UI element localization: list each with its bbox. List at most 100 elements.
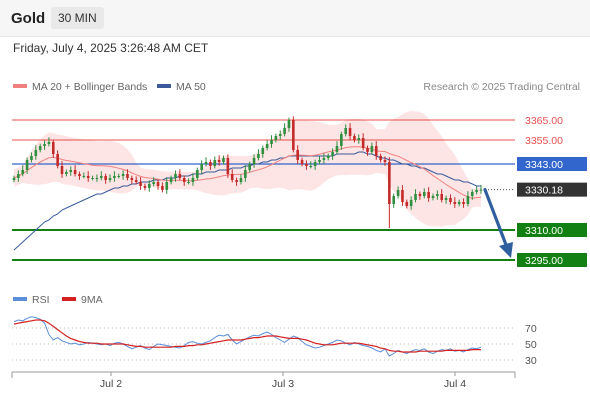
ma50-line [13, 151, 481, 251]
candle-body [265, 144, 269, 148]
header-bar: Gold 30 MIN [0, 0, 590, 37]
candle-body [117, 176, 121, 177]
forecast-arrow [483, 188, 510, 252]
candle-body [86, 176, 90, 178]
chart-credit: Research © 2025 Trading Central [423, 81, 580, 93]
candle-body [108, 178, 112, 180]
candle-body [274, 136, 278, 140]
candle-body [427, 192, 430, 198]
candle-body [73, 170, 77, 174]
candle-body [60, 166, 64, 174]
candle-body [401, 190, 404, 202]
candle-body [248, 164, 251, 170]
level-label: 3355.00 [525, 135, 563, 147]
candle-body [449, 198, 452, 202]
candle-body [278, 134, 282, 136]
legend-label: MA 50 [176, 81, 206, 93]
candle-body [204, 162, 208, 164]
candle-body [196, 170, 199, 178]
candle-body [370, 146, 374, 152]
candle-body [379, 156, 382, 160]
legend-line-icon [62, 297, 76, 301]
candle-body [200, 164, 203, 170]
candle-body [38, 146, 42, 150]
candle-body [152, 182, 155, 184]
candle-body [230, 174, 234, 180]
candle-body [78, 174, 81, 176]
candle-body [313, 162, 317, 166]
candle-body [104, 176, 107, 180]
candle-body [353, 136, 356, 140]
candle-body [305, 164, 308, 166]
candle-body [51, 142, 55, 154]
rsi-line [13, 316, 482, 357]
candle-body [178, 174, 182, 178]
candle-body [287, 120, 291, 128]
candle-body [91, 178, 94, 179]
candle-body [405, 202, 409, 206]
instrument-title: Gold [11, 10, 46, 27]
candle-body [126, 174, 129, 178]
rsi-tick-label: 30 [525, 355, 537, 367]
candle-body [292, 120, 295, 150]
candle-body [43, 144, 46, 146]
candle-body [143, 186, 147, 188]
candle-body [95, 178, 99, 179]
candle-body [326, 156, 330, 158]
candle-body [418, 194, 422, 196]
candle-body [396, 190, 400, 196]
candle-body [169, 178, 173, 182]
candle-body [182, 178, 186, 182]
timeframe-button[interactable]: 30 MIN [51, 7, 104, 29]
candle-body [130, 178, 134, 180]
candle-body [235, 180, 238, 182]
candle-body [174, 174, 177, 178]
candle-body [209, 162, 212, 166]
candle-body [300, 160, 304, 164]
candle-body [226, 158, 230, 174]
candle-body [383, 160, 387, 162]
candle-body [252, 158, 256, 164]
x-tick-label: Jul 4 [444, 378, 466, 390]
candle-body [283, 128, 286, 134]
candle-body [466, 196, 470, 204]
rsi-legend-label: 9MA [81, 294, 103, 306]
level-label-box [517, 157, 587, 171]
candle-body [296, 150, 299, 160]
legend-line-icon [13, 297, 27, 301]
candle-body [25, 160, 29, 170]
legend-line-icon [157, 84, 171, 88]
x-tick-label: Jul 3 [272, 378, 294, 390]
level-label: 3295.00 [525, 255, 563, 267]
candle-body [453, 202, 457, 204]
candle-body [239, 178, 243, 182]
candle-body [270, 140, 273, 144]
candle-body [165, 182, 169, 190]
candle-body [56, 154, 59, 166]
rsi-ma-line [13, 319, 481, 353]
x-tick-label: Jul 2 [100, 378, 122, 390]
candle-body [348, 128, 352, 136]
ma20-line [13, 146, 482, 199]
candle-body [261, 148, 265, 154]
candle-body [191, 178, 195, 182]
candle-body [457, 202, 461, 204]
candle-body [121, 174, 125, 176]
level-label: 3330.18 [525, 185, 563, 197]
candle-body [244, 170, 247, 178]
level-label: 3365.00 [525, 115, 563, 127]
candle-body [65, 172, 68, 174]
candle-body [222, 158, 225, 162]
candle-body [322, 158, 326, 160]
candle-body [414, 194, 417, 200]
level-label: 3343.00 [525, 159, 563, 171]
candle-body [357, 138, 361, 140]
candle-body [309, 166, 313, 167]
candle-body [69, 170, 73, 172]
candle-body [361, 138, 365, 148]
candle-body [318, 160, 321, 162]
candle-body [17, 174, 20, 178]
candle-body [340, 134, 343, 146]
rsi-legend-label: RSI [32, 294, 50, 306]
